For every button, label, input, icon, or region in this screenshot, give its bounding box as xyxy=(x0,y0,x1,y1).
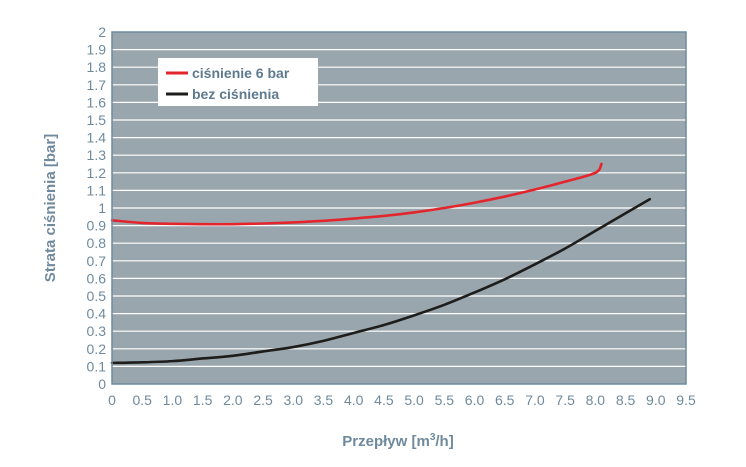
legend-box xyxy=(158,58,318,106)
x-tick-label: 8.5 xyxy=(616,392,636,408)
x-tick-label: 8.0 xyxy=(586,392,606,408)
y-tick-label: 1.8 xyxy=(87,59,107,75)
y-tick-label: 1.7 xyxy=(87,77,107,93)
legend: ciśnienie 6 bar bez ciśnienia xyxy=(158,58,318,106)
x-tick-label: 9.5 xyxy=(676,392,696,408)
x-tick-label: 4.5 xyxy=(374,392,394,408)
x-axis-label-superscript: 3 xyxy=(430,432,436,443)
legend-label: ciśnienie 6 bar xyxy=(192,65,290,81)
y-tick-label: 2 xyxy=(98,24,106,40)
x-tick-label: 3.5 xyxy=(314,392,334,408)
y-tick-label: 1.2 xyxy=(87,165,107,181)
x-tick-label: 7.0 xyxy=(525,392,545,408)
x-tick-label: 3.0 xyxy=(284,392,304,408)
x-tick-label: 2.5 xyxy=(253,392,273,408)
y-tick-label: 1.1 xyxy=(87,182,107,198)
y-tick-label: 1.4 xyxy=(87,130,107,146)
x-tick-label: 6.5 xyxy=(495,392,515,408)
x-tick-label: 6.0 xyxy=(465,392,485,408)
x-tick-label: 1.5 xyxy=(193,392,213,408)
y-tick-label: 1.3 xyxy=(87,147,107,163)
x-tick-label: 9.0 xyxy=(646,392,666,408)
x-axis-label: Przepływ [m3/h] xyxy=(342,432,453,450)
x-tick-label: 0 xyxy=(108,392,116,408)
plot-frame xyxy=(111,31,687,385)
y-axis-label: Strata ciśnienia [bar] xyxy=(42,134,59,282)
series-layer xyxy=(110,162,652,365)
series-line xyxy=(110,197,652,365)
y-tick-label: 0.9 xyxy=(87,218,107,234)
legend-label: bez ciśnienia xyxy=(192,86,279,102)
y-tick-label: 0.1 xyxy=(87,358,107,374)
y-tick-label: 0.5 xyxy=(87,288,107,304)
y-tick-label: 1.6 xyxy=(87,94,107,110)
y-tick-label: 1.5 xyxy=(87,112,107,128)
grid xyxy=(112,48,686,367)
x-tick-label: 0.5 xyxy=(132,392,152,408)
y-tick-label: 0.2 xyxy=(87,341,107,357)
x-tick-label: 4.0 xyxy=(344,392,364,408)
axes: 00.10.20.30.40.50.60.70.80.911.11.21.31.… xyxy=(87,24,696,408)
x-tick-label: 1.0 xyxy=(163,392,183,408)
x-tick-label: 2.0 xyxy=(223,392,243,408)
x-tick-label: 5.5 xyxy=(435,392,455,408)
y-tick-label: 0.7 xyxy=(87,253,107,269)
y-tick-label: 0.8 xyxy=(87,235,107,251)
y-tick-label: 1.9 xyxy=(87,42,107,58)
y-tick-label: 1 xyxy=(98,200,106,216)
y-tick-label: 0.3 xyxy=(87,323,107,339)
x-tick-label: 7.5 xyxy=(555,392,575,408)
x-axis-label-main: Przepływ [m xyxy=(342,433,430,450)
x-axis-label-suffix: /h] xyxy=(435,433,453,450)
x-tick-label: 5.0 xyxy=(404,392,424,408)
y-tick-label: 0.4 xyxy=(87,306,107,322)
y-tick-label: 0.6 xyxy=(87,270,107,286)
series-line xyxy=(110,162,603,226)
y-tick-label: 0 xyxy=(98,376,106,392)
